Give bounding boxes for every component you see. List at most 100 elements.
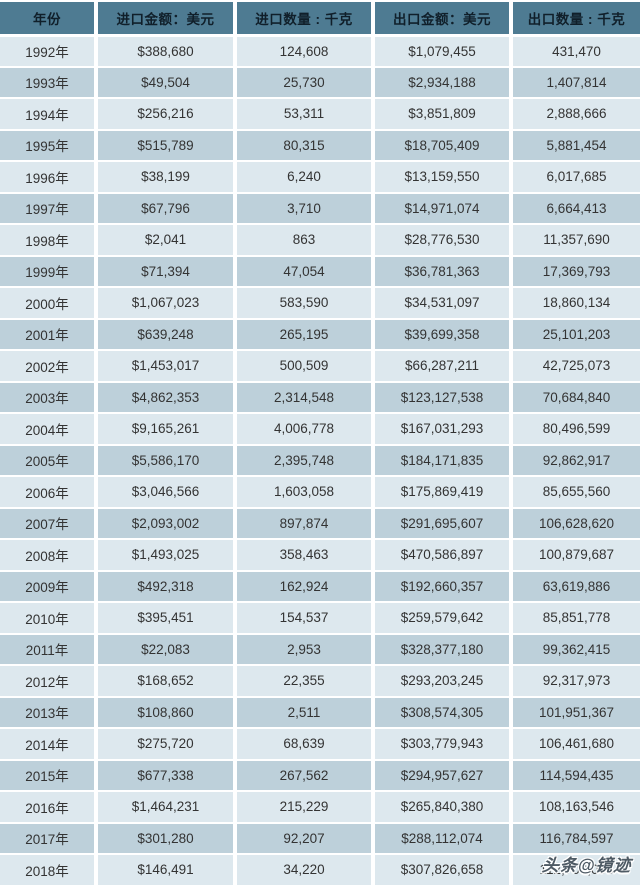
year-cell: 2005年 (0, 444, 98, 477)
import-quantity-cell: 863 (235, 224, 375, 257)
export-quantity-cell: 101,951,367 (511, 696, 640, 729)
year-cell: 2003年 (0, 381, 98, 414)
export-quantity-cell: 112,706,058 (511, 854, 640, 886)
import-quantity-cell: 47,054 (235, 255, 375, 288)
export-quantity-cell: 25,101,203 (511, 318, 640, 351)
export-amount-cell: $167,031,293 (373, 413, 513, 446)
export-amount-cell: $265,840,380 (373, 791, 513, 824)
import-amount-cell: $256,216 (96, 98, 237, 131)
column-header-export-quantity: 出口数量 : 千克 (511, 0, 640, 37)
export-quantity-cell: 99,362,415 (511, 633, 640, 666)
import-quantity-cell: 92,207 (235, 822, 375, 855)
export-quantity-cell: 2,888,666 (511, 98, 640, 131)
table-row: 2014年 $275,720 68,639 $303,779,943 106,461,6… (0, 728, 640, 761)
column-header-import-amount: 进口金额：美元 (96, 0, 237, 37)
year-cell: 1993年 (0, 66, 98, 99)
import-quantity-cell: 53,311 (235, 98, 375, 131)
table-row: 2013年 $108,860 2,511 $308,574,305 101,951,36… (0, 696, 640, 729)
table-row: 1994年 $256,216 53,311 $3,851,809 2,888,666 (0, 98, 640, 131)
import-amount-cell: $146,491 (96, 854, 237, 886)
import-amount-cell: $67,796 (96, 192, 237, 225)
import-amount-cell: $275,720 (96, 728, 237, 761)
column-header-import-quantity: 进口数量 : 千克 (235, 0, 375, 37)
export-amount-cell: $28,776,530 (373, 224, 513, 257)
import-quantity-cell: 897,874 (235, 507, 375, 540)
year-cell: 1996年 (0, 161, 98, 194)
export-quantity-cell: 5,881,454 (511, 129, 640, 162)
export-amount-cell: $123,127,538 (373, 381, 513, 414)
export-quantity-cell: 85,851,778 (511, 602, 640, 635)
table-row: 2001年 $639,248 265,195 $39,699,358 25,101,20… (0, 318, 640, 351)
year-cell: 2018年 (0, 854, 98, 886)
year-cell: 2014年 (0, 728, 98, 761)
import-amount-cell: $492,318 (96, 570, 237, 603)
export-quantity-cell: 6,664,413 (511, 192, 640, 225)
export-amount-cell: $13,159,550 (373, 161, 513, 194)
import-amount-cell: $677,338 (96, 759, 237, 792)
import-quantity-cell: 162,924 (235, 570, 375, 603)
year-cell: 2006年 (0, 476, 98, 509)
export-quantity-cell: 70,684,840 (511, 381, 640, 414)
header-row: 年份 进口金额：美元 进口数量 : 千克 出口金额：美元 出口数量 : 千克 (0, 0, 640, 37)
year-cell: 2011年 (0, 633, 98, 666)
table-row: 2007年 $2,093,002 897,874 $291,695,607 106,62… (0, 507, 640, 540)
export-amount-cell: $2,934,188 (373, 66, 513, 99)
table-row: 1993年 $49,504 25,730 $2,934,188 1,407,814 (0, 66, 640, 99)
export-amount-cell: $308,574,305 (373, 696, 513, 729)
import-amount-cell: $49,504 (96, 66, 237, 99)
import-amount-cell: $2,093,002 (96, 507, 237, 540)
export-quantity-cell: 106,461,680 (511, 728, 640, 761)
table-row: 2010年 $395,451 154,537 $259,579,642 85,851,7… (0, 602, 640, 635)
year-cell: 1994年 (0, 98, 98, 131)
import-quantity-cell: 2,953 (235, 633, 375, 666)
year-cell: 2007年 (0, 507, 98, 540)
import-amount-cell: $168,652 (96, 665, 237, 698)
export-amount-cell: $14,971,074 (373, 192, 513, 225)
year-cell: 2008年 (0, 539, 98, 572)
year-cell: 2001年 (0, 318, 98, 351)
export-quantity-cell: 106,628,620 (511, 507, 640, 540)
import-quantity-cell: 2,395,748 (235, 444, 375, 477)
export-quantity-cell: 1,407,814 (511, 66, 640, 99)
export-quantity-cell: 6,017,685 (511, 161, 640, 194)
export-amount-cell: $470,586,897 (373, 539, 513, 572)
import-amount-cell: $108,860 (96, 696, 237, 729)
table-row: 2015年 $677,338 267,562 $294,957,627 114,594,… (0, 759, 640, 792)
table-header: 年份 进口金额：美元 进口数量 : 千克 出口金额：美元 出口数量 : 千克 (0, 0, 640, 37)
import-quantity-cell: 358,463 (235, 539, 375, 572)
table-row: 2005年 $5,586,170 2,395,748 $184,171,835 92,8… (0, 444, 640, 477)
import-amount-cell: $71,394 (96, 255, 237, 288)
import-amount-cell: $2,041 (96, 224, 237, 257)
export-amount-cell: $66,287,211 (373, 350, 513, 383)
export-amount-cell: $294,957,627 (373, 759, 513, 792)
import-quantity-cell: 34,220 (235, 854, 375, 886)
table-row: 1992年 $388,680 124,608 $1,079,455 431,470 (0, 35, 640, 68)
import-amount-cell: $1,493,025 (96, 539, 237, 572)
export-quantity-cell: 114,594,435 (511, 759, 640, 792)
export-amount-cell: $175,869,419 (373, 476, 513, 509)
export-quantity-cell: 92,317,973 (511, 665, 640, 698)
export-amount-cell: $1,079,455 (373, 35, 513, 68)
table-row: 2004年 $9,165,261 4,006,778 $167,031,293 80,4… (0, 413, 640, 446)
year-cell: 1995年 (0, 129, 98, 162)
import-quantity-cell: 124,608 (235, 35, 375, 68)
export-amount-cell: $192,660,357 (373, 570, 513, 603)
import-amount-cell: $639,248 (96, 318, 237, 351)
export-amount-cell: $293,203,245 (373, 665, 513, 698)
export-amount-cell: $328,377,180 (373, 633, 513, 666)
import-quantity-cell: 154,537 (235, 602, 375, 635)
import-amount-cell: $38,199 (96, 161, 237, 194)
table-row: 2017年 $301,280 92,207 $288,112,074 116,784,5… (0, 822, 640, 855)
import-amount-cell: $5,586,170 (96, 444, 237, 477)
column-header-year: 年份 (0, 0, 98, 37)
table-row: 2006年 $3,046,566 1,603,058 $175,869,419 85,6… (0, 476, 640, 509)
import-quantity-cell: 22,355 (235, 665, 375, 698)
export-amount-cell: $3,851,809 (373, 98, 513, 131)
export-amount-cell: $288,112,074 (373, 822, 513, 855)
year-cell: 2002年 (0, 350, 98, 383)
import-quantity-cell: 265,195 (235, 318, 375, 351)
import-amount-cell: $1,464,231 (96, 791, 237, 824)
export-amount-cell: $184,171,835 (373, 444, 513, 477)
